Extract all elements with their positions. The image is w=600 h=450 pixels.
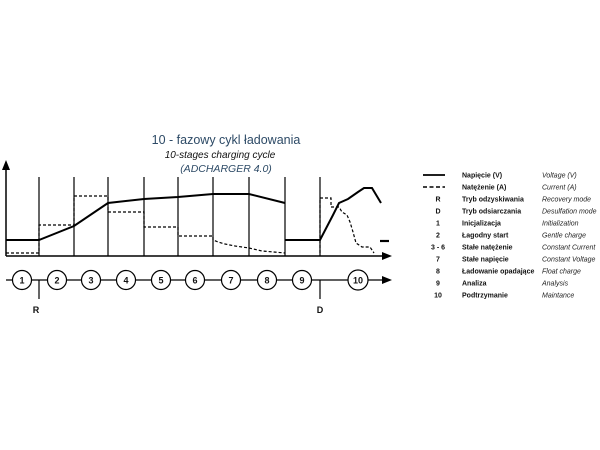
legend-constant-current-english: Constant Current [542,245,596,252]
legend-gentle-charge-english: Gentle charge [542,233,586,240]
stage-label-1: 1 [19,276,24,286]
stage-circle-7 [220,269,242,291]
legend-constant-voltage-polish: Stałe napięcie [462,257,509,264]
stage-circle-1 [11,269,33,291]
legend-float-charge-english: Float charge [542,269,581,276]
legend-recovery-english: Recovery mode [542,197,591,204]
legend-symbol-d: D [435,209,440,216]
legend-symbol-3-6: 3 - 6 [431,245,445,252]
stage-circle-2 [46,269,68,291]
stage-circle-9 [291,269,313,291]
recovery-marker-label: R [33,305,40,315]
stage-circle-3 [80,269,102,291]
legend-constant-current-polish: Stałe natężenie [462,245,513,252]
stage-circle-4 [115,269,137,291]
current-curve-segment-analysis [319,197,375,254]
stage-label-5: 5 [158,276,163,286]
voltage-curve-segment-analysis [285,187,382,241]
stage-label-8: 8 [264,276,269,286]
legend-maintenance-english: Maintance [542,293,574,300]
legend-analysis-english: Analysis [541,281,569,288]
current-curve-segment-main [6,195,286,254]
legend-symbol-8: 8 [436,269,440,276]
legend-gentle-charge-polish: Łagodny start [462,233,509,240]
stage-dividers [38,177,321,256]
stage-circle-8 [256,269,278,291]
stage-label-4: 4 [123,276,128,286]
legend-symbol-10: 10 [434,293,442,300]
title-polish: 10 - fazowy cykl ładowania [152,133,301,147]
voltage-curve [6,187,382,241]
legend-desulfation-polish: Tryb odsiarczania [462,209,521,216]
stage-label-7: 7 [228,276,233,286]
stage-circle-5 [150,269,172,291]
stage-label-9: 9 [299,276,304,286]
legend-symbol-1: 1 [436,221,440,228]
legend: Napięcie (V) Voltage (V) Natężenie (A) C… [423,173,597,300]
legend-symbol-9: 9 [436,281,440,288]
legend-analysis-polish: Analiza [462,281,487,288]
stage-timeline: 1 2 3 4 5 6 7 8 9 10 R D [6,269,392,315]
legend-recovery-polish: Tryb odzyskiwania [462,197,524,204]
legend-current-english: Current (A) [542,185,577,192]
legend-maintenance-polish: Podtrzymanie [462,293,508,300]
stage-circle-6 [184,269,206,291]
legend-initialization-polish: Inicjalizacja [462,221,501,228]
stage-label-10: 10 [353,276,363,286]
x-axis-arrow-icon [382,252,392,260]
legend-symbol-r: R [435,197,440,204]
title-model: (ADCHARGER 4.0) [180,163,272,175]
title-english: 10-stages charging cycle [165,150,276,161]
stage-label-6: 6 [192,276,197,286]
legend-symbol-2: 2 [436,233,440,240]
y-axis-arrow-icon [2,160,10,170]
legend-initialization-english: Initialization [542,221,579,228]
legend-symbol-7: 7 [436,257,440,264]
voltage-curve-segment-main [6,193,286,241]
stage-circle-10 [347,269,369,291]
legend-desulfation-english: Desulfation mode [542,209,597,216]
current-curve [6,195,389,254]
axes [2,160,392,260]
desulfation-marker-label: D [317,305,324,315]
legend-float-charge-polish: Ładowanie opadające [462,269,534,276]
timeline-arrow-icon [382,276,392,284]
legend-current-polish: Natężenie (A) [462,185,506,192]
stage-label-3: 3 [88,276,93,286]
legend-voltage-english: Voltage (V) [542,173,577,180]
legend-voltage-polish: Napięcie (V) [462,173,502,180]
stage-label-2: 2 [54,276,59,286]
legend-constant-voltage-english: Constant Voltage [542,257,596,264]
